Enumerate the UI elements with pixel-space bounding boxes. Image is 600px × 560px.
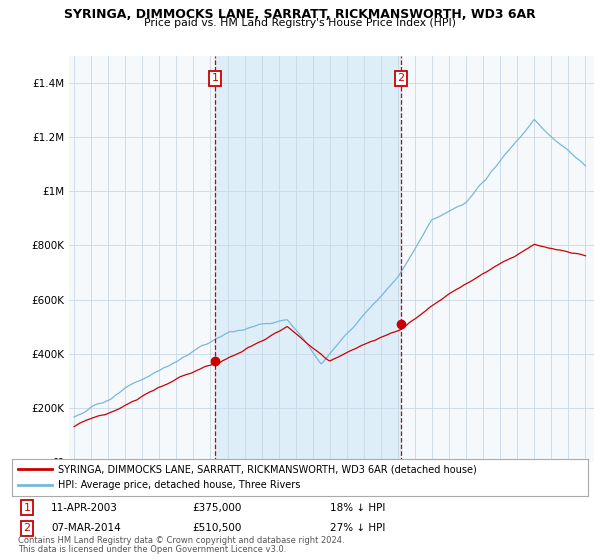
Text: 1: 1 — [212, 73, 219, 83]
Text: 2: 2 — [397, 73, 404, 83]
Text: 18% ↓ HPI: 18% ↓ HPI — [330, 503, 385, 513]
Text: This data is licensed under the Open Government Licence v3.0.: This data is licensed under the Open Gov… — [18, 545, 286, 554]
Text: Contains HM Land Registry data © Crown copyright and database right 2024.: Contains HM Land Registry data © Crown c… — [18, 536, 344, 545]
Text: 1: 1 — [23, 503, 31, 513]
Bar — [215, 56, 401, 462]
Text: HPI: Average price, detached house, Three Rivers: HPI: Average price, detached house, Thre… — [58, 480, 301, 491]
Text: £510,500: £510,500 — [192, 523, 241, 533]
Text: 11-APR-2003: 11-APR-2003 — [51, 503, 118, 513]
Text: £375,000: £375,000 — [192, 503, 241, 513]
Text: Price paid vs. HM Land Registry's House Price Index (HPI): Price paid vs. HM Land Registry's House … — [144, 18, 456, 29]
Text: 2: 2 — [23, 523, 31, 533]
Text: SYRINGA, DIMMOCKS LANE, SARRATT, RICKMANSWORTH, WD3 6AR (detached house): SYRINGA, DIMMOCKS LANE, SARRATT, RICKMAN… — [58, 464, 477, 474]
Text: 27% ↓ HPI: 27% ↓ HPI — [330, 523, 385, 533]
Text: 07-MAR-2014: 07-MAR-2014 — [51, 523, 121, 533]
Text: SYRINGA, DIMMOCKS LANE, SARRATT, RICKMANSWORTH, WD3 6AR: SYRINGA, DIMMOCKS LANE, SARRATT, RICKMAN… — [64, 8, 536, 21]
